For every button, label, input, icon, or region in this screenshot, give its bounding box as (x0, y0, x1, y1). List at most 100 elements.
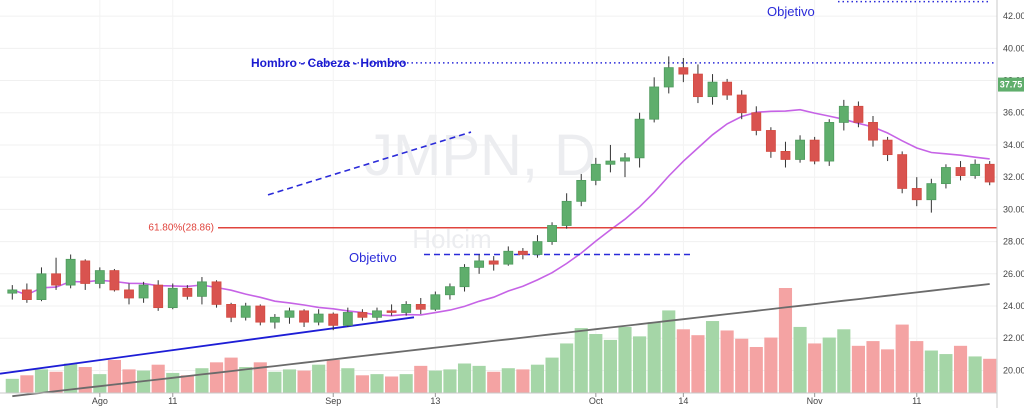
volume-bar (78, 367, 92, 393)
price-axis: 42.0040.0038.0036.0034.0032.0030.0028.00… (996, 0, 1024, 408)
candle-body (94, 270, 105, 284)
volume-bar (341, 368, 355, 393)
volume-bar (253, 362, 267, 393)
volume-bar (501, 368, 515, 393)
volume-bar (866, 341, 880, 393)
volume-bar (749, 346, 763, 393)
volume-bar (691, 335, 705, 393)
candle-body (955, 167, 966, 176)
candle-body (357, 312, 368, 318)
price-tick-label: 28.00 (1003, 237, 1024, 247)
candle-body (824, 122, 835, 162)
price-tick-label: 42.00 (1003, 11, 1024, 21)
volume-bar (589, 334, 603, 393)
volume-bar (239, 367, 253, 393)
volume-bar (793, 326, 807, 393)
price-tick-label: 40.00 (1003, 43, 1024, 53)
candle-body (459, 266, 470, 288)
candle-body (488, 260, 499, 265)
neckline-trendline (267, 131, 472, 196)
candle-body (109, 270, 120, 291)
candle-body (167, 287, 178, 309)
candle-body (51, 273, 61, 286)
price-tick-label: 36.00 (1003, 108, 1024, 118)
price-tick-label: 34.00 (1003, 140, 1024, 150)
price-grid (0, 0, 997, 393)
candle-body (372, 310, 382, 318)
time-tick-label: Nov (807, 396, 824, 406)
price-tick-label: 32.00 (1003, 172, 1024, 182)
candle-body (255, 305, 266, 323)
volume-bars (5, 288, 997, 393)
volume-bar (560, 343, 574, 393)
last-price-label: 37.75 (1000, 80, 1023, 90)
candle-body (197, 281, 207, 297)
candle-body (751, 112, 762, 131)
volume-bar (881, 349, 895, 393)
price-tick-label: 20.00 (1003, 365, 1024, 375)
candle-body (765, 130, 776, 152)
watermark-ticker: JMPN, D (364, 123, 596, 188)
moving-averages (12, 108, 990, 398)
volume-bar (953, 345, 968, 393)
candle-body (809, 139, 820, 162)
price-tick-label: 26.00 (1003, 269, 1024, 279)
moving-average-short (12, 108, 990, 317)
candle-body (868, 122, 878, 141)
volume-bar (603, 339, 617, 393)
volume-bar (851, 345, 865, 393)
volume-bar (355, 375, 369, 393)
volume-bar (5, 378, 19, 393)
candle-body (430, 294, 441, 310)
volume-bar (574, 328, 588, 393)
volume-bar (34, 369, 49, 393)
volume-bar (268, 371, 282, 393)
candle-body (926, 183, 937, 201)
time-tick-label: Ago (92, 396, 108, 406)
volume-bar (297, 370, 311, 393)
candle-body (911, 188, 922, 201)
annotations: 61.80%(28.86) Hombro - Cabeza - Hombro Obj… (148, 4, 814, 265)
candle-body (445, 286, 455, 296)
volume-bar (282, 369, 297, 393)
volume-bar (764, 337, 778, 393)
candle-body (620, 157, 630, 162)
volume-bar (107, 359, 121, 393)
volume-bar (808, 343, 822, 393)
volume-bar (837, 329, 851, 393)
candle-body (240, 305, 251, 318)
candle-body (970, 163, 981, 176)
candle-body (561, 200, 572, 226)
volume-bar (64, 363, 78, 393)
candle-body (182, 287, 193, 297)
candle-body (517, 250, 528, 255)
candle-body (576, 179, 587, 202)
volume-bar (735, 338, 749, 393)
volume-bar (895, 324, 909, 393)
volume-bar (457, 363, 472, 393)
volume-bar (924, 350, 938, 393)
candle-body (780, 151, 791, 160)
volume-bar (822, 337, 836, 393)
time-tick-label: 11 (912, 396, 921, 406)
volume-bar (166, 372, 180, 393)
volume-bar (633, 336, 647, 393)
candle-body (386, 310, 397, 313)
volume-bar (443, 369, 457, 393)
candle-body (299, 310, 309, 323)
volume-bar (968, 356, 982, 393)
candle-body (342, 312, 353, 326)
candle-body (605, 160, 616, 165)
candle-body (838, 105, 849, 123)
candle-body (736, 94, 747, 114)
volume-bar (399, 374, 413, 393)
volume-bar (195, 368, 209, 393)
time-tick-label: 14 (678, 396, 688, 406)
candle-body (328, 313, 339, 326)
candle-body (80, 260, 91, 284)
time-tick-label: 13 (430, 396, 440, 406)
candle-body (415, 304, 426, 310)
time-axis: Ago11Sep13Oct14Nov11Dic15201712 (0, 392, 997, 406)
volume-bar (487, 371, 501, 393)
candle-body (21, 289, 32, 300)
